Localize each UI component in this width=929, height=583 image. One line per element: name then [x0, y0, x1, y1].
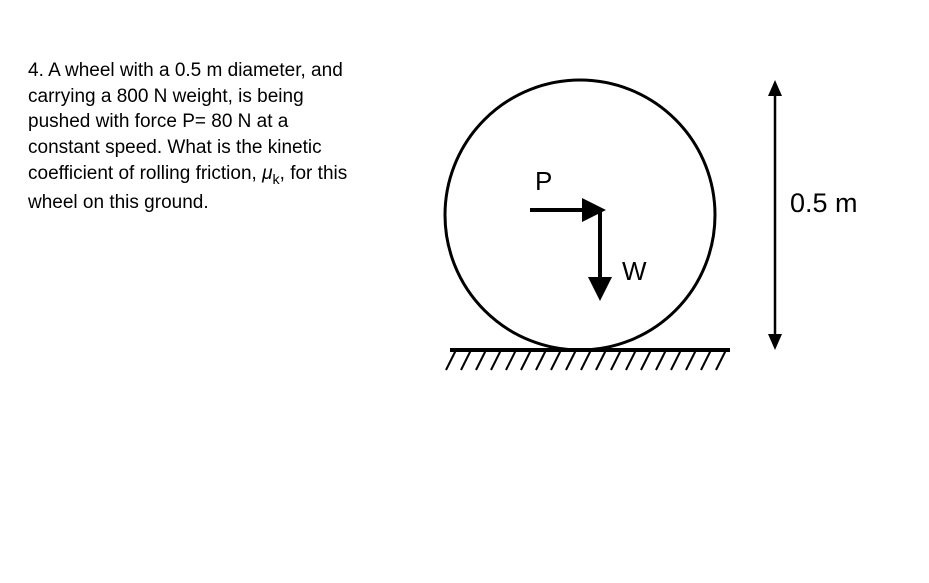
- mu-symbol: μ: [262, 163, 272, 184]
- text-line: wheel on this ground.: [28, 192, 209, 213]
- text-line: coefficient of rolling friction,: [28, 163, 262, 184]
- text-line: A wheel with a 0.5 m diameter, and: [48, 60, 343, 81]
- physics-diagram: P W 0.5 m: [440, 60, 890, 420]
- text-line: , for this: [280, 163, 348, 184]
- text-line: pushed with force P= 80 N at a: [28, 111, 288, 132]
- svg-text:W: W: [622, 256, 647, 286]
- page-root: 4. A wheel with a 0.5 m diameter, and ca…: [0, 0, 929, 583]
- svg-text:P: P: [535, 166, 552, 196]
- mu-subscript: k: [273, 171, 280, 187]
- diagram-area: P W 0.5 m: [440, 60, 890, 420]
- problem-number: 4.: [28, 60, 44, 81]
- text-line: carrying a 800 N weight, is being: [28, 86, 304, 107]
- text-line: constant speed. What is the kinetic: [28, 137, 322, 158]
- problem-statement: 4. A wheel with a 0.5 m diameter, and ca…: [28, 58, 428, 215]
- svg-text:0.5 m: 0.5 m: [790, 188, 858, 218]
